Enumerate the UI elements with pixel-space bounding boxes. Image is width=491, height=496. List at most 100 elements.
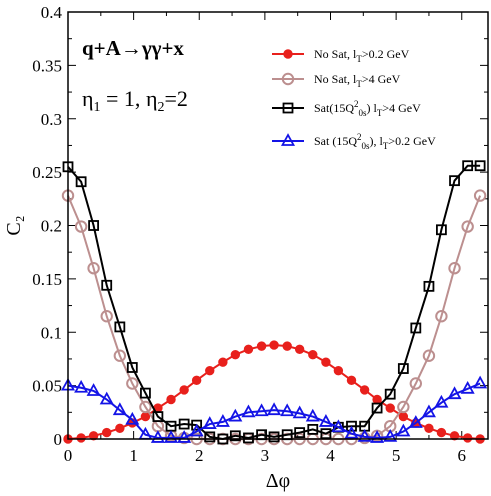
data-point — [205, 365, 215, 376]
data-point — [139, 400, 152, 414]
svg-text:η1 = 1, η2=2: η1 = 1, η2=2 — [82, 86, 188, 115]
process-left: q+A — [82, 36, 122, 60]
data-point — [202, 416, 217, 429]
data-point — [294, 344, 305, 355]
data-point — [372, 394, 382, 405]
process-right: γγ+x — [141, 36, 185, 60]
data-point — [87, 262, 100, 275]
legend-part-sub: T — [356, 79, 362, 89]
data-point — [447, 386, 462, 400]
data-point — [204, 431, 216, 443]
legend-label: Sat(15Q20s) lT>4 GeV — [314, 99, 421, 118]
eta2-subscript: 2 — [157, 100, 164, 115]
legend-part-pre: No Sat, l — [314, 47, 357, 61]
data-point — [321, 357, 331, 367]
data-point — [424, 423, 434, 434]
series-layer — [60, 160, 488, 446]
y-tick-label: 0.1 — [41, 323, 62, 342]
data-point — [230, 349, 241, 360]
legend-part-sub2: T — [377, 108, 383, 118]
data-point — [473, 375, 488, 389]
data-point — [179, 385, 189, 395]
data-point — [229, 430, 241, 442]
data-point — [164, 430, 179, 443]
data-point — [243, 432, 254, 444]
data-point — [99, 391, 114, 405]
data-point — [408, 415, 423, 428]
eta2-symbol: η — [146, 86, 158, 111]
data-point — [383, 428, 398, 442]
series-2 — [62, 160, 486, 445]
legend-part-sub2: T — [383, 141, 389, 151]
x-tick-label: 0 — [64, 446, 73, 465]
eta2-value: =2 — [164, 86, 187, 111]
legend-label: Sat (15Q20s), lT>0.2 GeV — [314, 132, 436, 151]
legend-part-post: ) l — [367, 101, 378, 115]
y-tick-label: 0 — [54, 430, 63, 449]
data-point — [191, 419, 203, 431]
series-1 — [61, 189, 487, 446]
data-point — [294, 427, 306, 438]
data-point — [436, 224, 447, 236]
legend-label: No Sat, lT>0.2 GeV — [314, 47, 410, 64]
data-point — [126, 377, 139, 390]
y-tick-label: 0.4 — [41, 3, 63, 22]
series-3 — [60, 375, 488, 443]
data-point — [318, 414, 333, 427]
data-point — [88, 431, 99, 441]
data-point — [384, 388, 396, 400]
eta-annotation: η1 = 1, η2=2 — [82, 86, 188, 115]
x-tick-label: 6 — [458, 446, 467, 465]
data-point — [140, 387, 151, 399]
legend-part-post: >0.2 GeV — [362, 47, 410, 61]
data-point — [76, 433, 86, 443]
data-point — [86, 383, 101, 396]
legend-part-pre: No Sat, l — [314, 72, 357, 86]
data-point — [307, 423, 319, 435]
data-point — [280, 403, 295, 417]
legend-part-post: ), l — [370, 134, 384, 148]
legend-part-post2: >4 GeV — [382, 101, 421, 115]
y-tick-label: 0.25 — [32, 163, 62, 182]
x-tick-label: 1 — [129, 446, 138, 465]
data-point — [359, 385, 370, 395]
eta1-value: = 1, — [101, 86, 146, 111]
data-point — [113, 349, 127, 362]
data-point — [241, 404, 256, 418]
data-point — [74, 220, 88, 233]
data-point — [462, 160, 474, 172]
data-point — [254, 403, 269, 417]
data-point — [191, 375, 202, 385]
data-point — [397, 363, 409, 374]
data-point — [140, 411, 151, 422]
data-point — [114, 321, 126, 333]
legend-entry-0: No Sat, lT>0.2 GeV — [272, 47, 410, 64]
data-point — [435, 310, 448, 323]
data-point — [125, 411, 140, 425]
data-point — [74, 379, 89, 393]
data-point — [75, 176, 87, 188]
legend-marker — [281, 72, 295, 86]
series-line — [67, 382, 481, 439]
data-point — [267, 402, 282, 416]
legend-part-sub: T — [356, 54, 362, 64]
data-point — [177, 430, 192, 443]
legend-part-pre: Sat (15Q — [314, 134, 357, 148]
data-point — [473, 189, 487, 202]
data-point — [308, 349, 318, 360]
data-point — [150, 430, 165, 443]
data-point — [397, 400, 410, 414]
data-point — [460, 380, 475, 394]
x-axis-label: Δφ — [266, 470, 290, 492]
data-point — [331, 419, 346, 433]
data-point — [436, 427, 447, 438]
data-point — [371, 402, 383, 414]
legend-part-sup: 2 — [357, 132, 362, 142]
data-point — [189, 423, 204, 437]
y-tick-label: 0.3 — [41, 110, 62, 129]
data-point — [268, 431, 280, 443]
data-point — [423, 280, 435, 292]
svg-text:q+A→γγ+x: q+A→γγ+x — [82, 36, 184, 60]
data-point — [152, 411, 164, 422]
